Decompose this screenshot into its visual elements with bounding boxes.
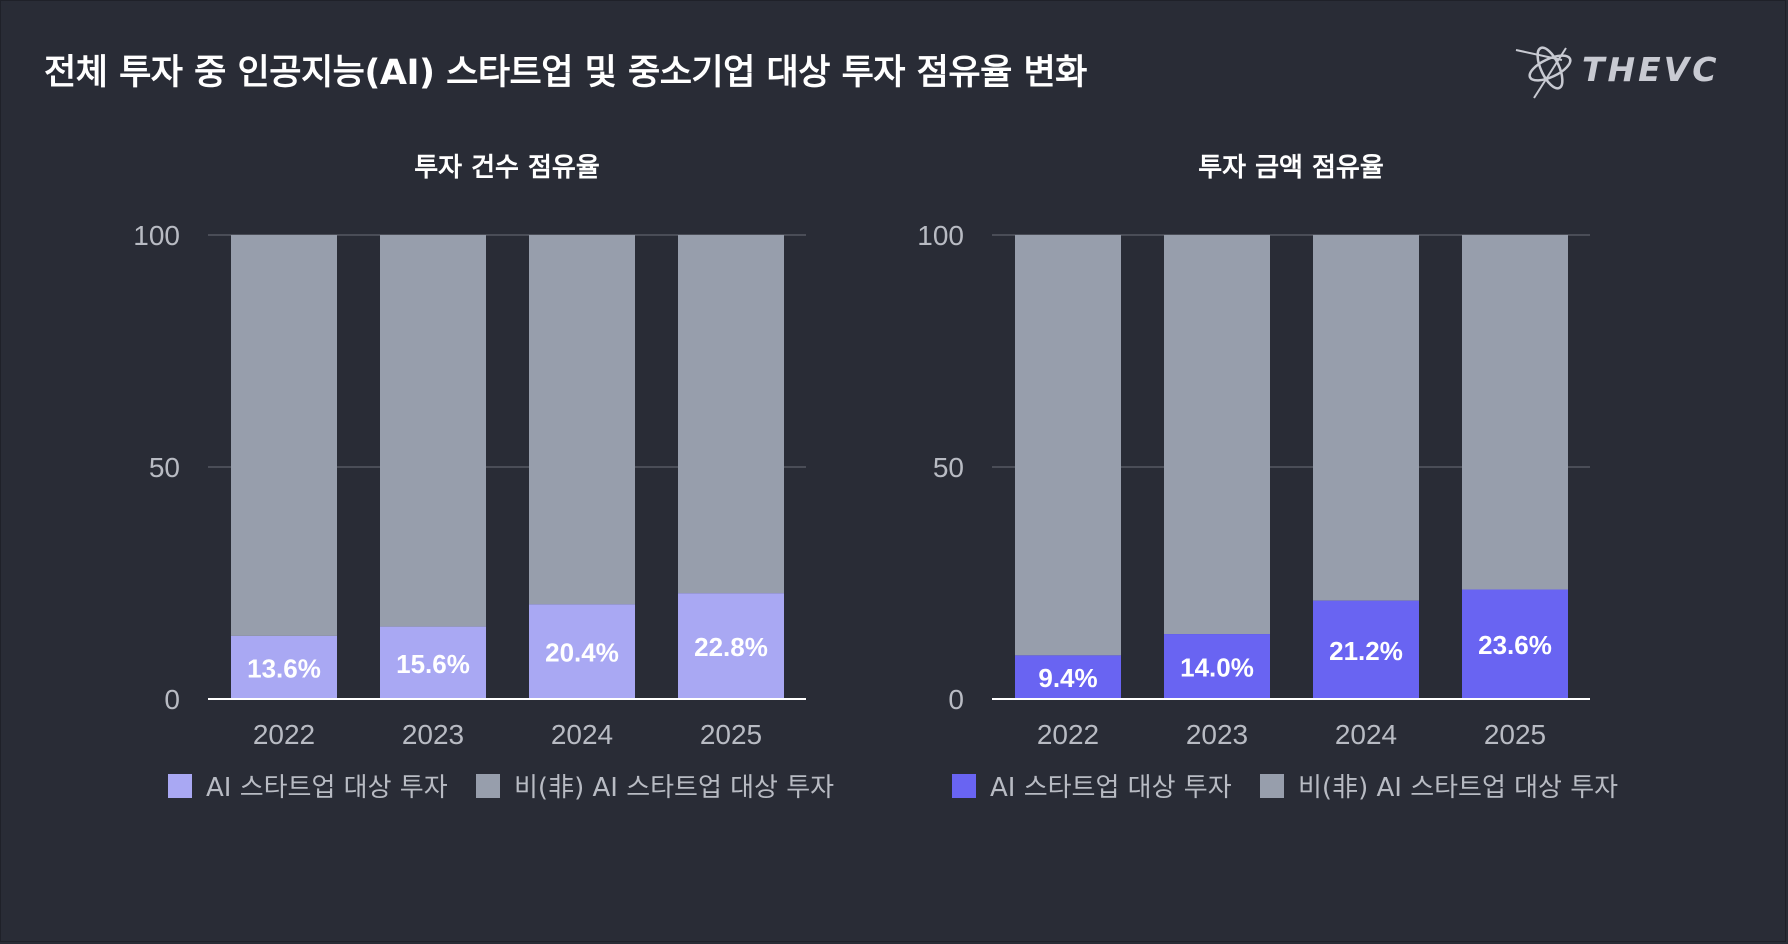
globe-icon	[1515, 46, 1572, 99]
thevc-logo: THEVC	[1510, 38, 1740, 102]
bar-ai-2025	[678, 593, 784, 699]
y-tick-label: 50	[149, 452, 180, 483]
legend-swatch-non-ai	[1260, 774, 1284, 798]
x-tick-label: 2025	[1484, 719, 1546, 750]
bar-non-ai-2022	[1015, 235, 1121, 656]
bar-non-ai-2022	[231, 235, 337, 636]
bar-non-ai-2024	[529, 235, 635, 605]
bar-non-ai-2023	[1164, 235, 1270, 635]
bar-ai-2025	[1462, 589, 1568, 699]
bar-non-ai-2025	[1462, 235, 1568, 590]
x-tick-label: 2024	[551, 719, 613, 750]
y-tick-label: 100	[133, 220, 180, 251]
legend-label-ai: AI 스타트업 대상 투자	[206, 773, 448, 803]
bar-non-ai-2024	[1313, 235, 1419, 601]
legend-label-non-ai: 비(非) AI 스타트업 대상 투자	[514, 773, 834, 803]
bar-ai-2023	[380, 626, 486, 699]
data-label-ai: 15.6%	[396, 649, 470, 679]
data-label-ai: 22.8%	[694, 632, 768, 662]
data-label-ai: 14.0%	[1180, 653, 1254, 683]
bar-ai-2022	[1015, 655, 1121, 699]
legend-swatch-non-ai	[476, 774, 500, 798]
x-tick-label: 2025	[700, 719, 762, 750]
legend-label-ai: AI 스타트업 대상 투자	[990, 773, 1232, 803]
legend-swatch-ai	[952, 774, 976, 798]
data-label-ai: 20.4%	[545, 638, 619, 668]
x-tick-label: 2024	[1335, 719, 1397, 750]
data-label-ai: 13.6%	[247, 653, 321, 683]
bar-ai-2023	[1164, 634, 1270, 699]
bar-non-ai-2023	[380, 235, 486, 627]
chart-title: 투자 금액 점유율	[1198, 153, 1384, 183]
x-tick-label: 2023	[1186, 719, 1248, 750]
y-tick-label: 50	[933, 452, 964, 483]
page-title: 전체 투자 중 인공지능(AI) 스타트업 및 중소기업 대상 투자 점유율 변…	[44, 53, 1087, 93]
y-tick-label: 0	[164, 684, 180, 715]
data-label-ai: 21.2%	[1329, 636, 1403, 666]
chart-title: 투자 건수 점유율	[414, 153, 600, 183]
logo-text: THEVC	[1582, 50, 1720, 89]
bar-ai-2024	[1313, 600, 1419, 699]
data-label-ai: 9.4%	[1038, 663, 1097, 693]
x-tick-label: 2022	[1037, 719, 1099, 750]
x-tick-label: 2023	[402, 719, 464, 750]
x-tick-label: 2022	[253, 719, 315, 750]
bar-non-ai-2025	[678, 235, 784, 594]
bar-ai-2022	[231, 635, 337, 699]
bar-ai-2024	[529, 604, 635, 699]
y-tick-label: 0	[948, 684, 964, 715]
y-tick-label: 100	[917, 220, 964, 251]
legend-swatch-ai	[168, 774, 192, 798]
data-label-ai: 23.6%	[1478, 630, 1552, 660]
legend-label-non-ai: 비(非) AI 스타트업 대상 투자	[1298, 773, 1618, 803]
